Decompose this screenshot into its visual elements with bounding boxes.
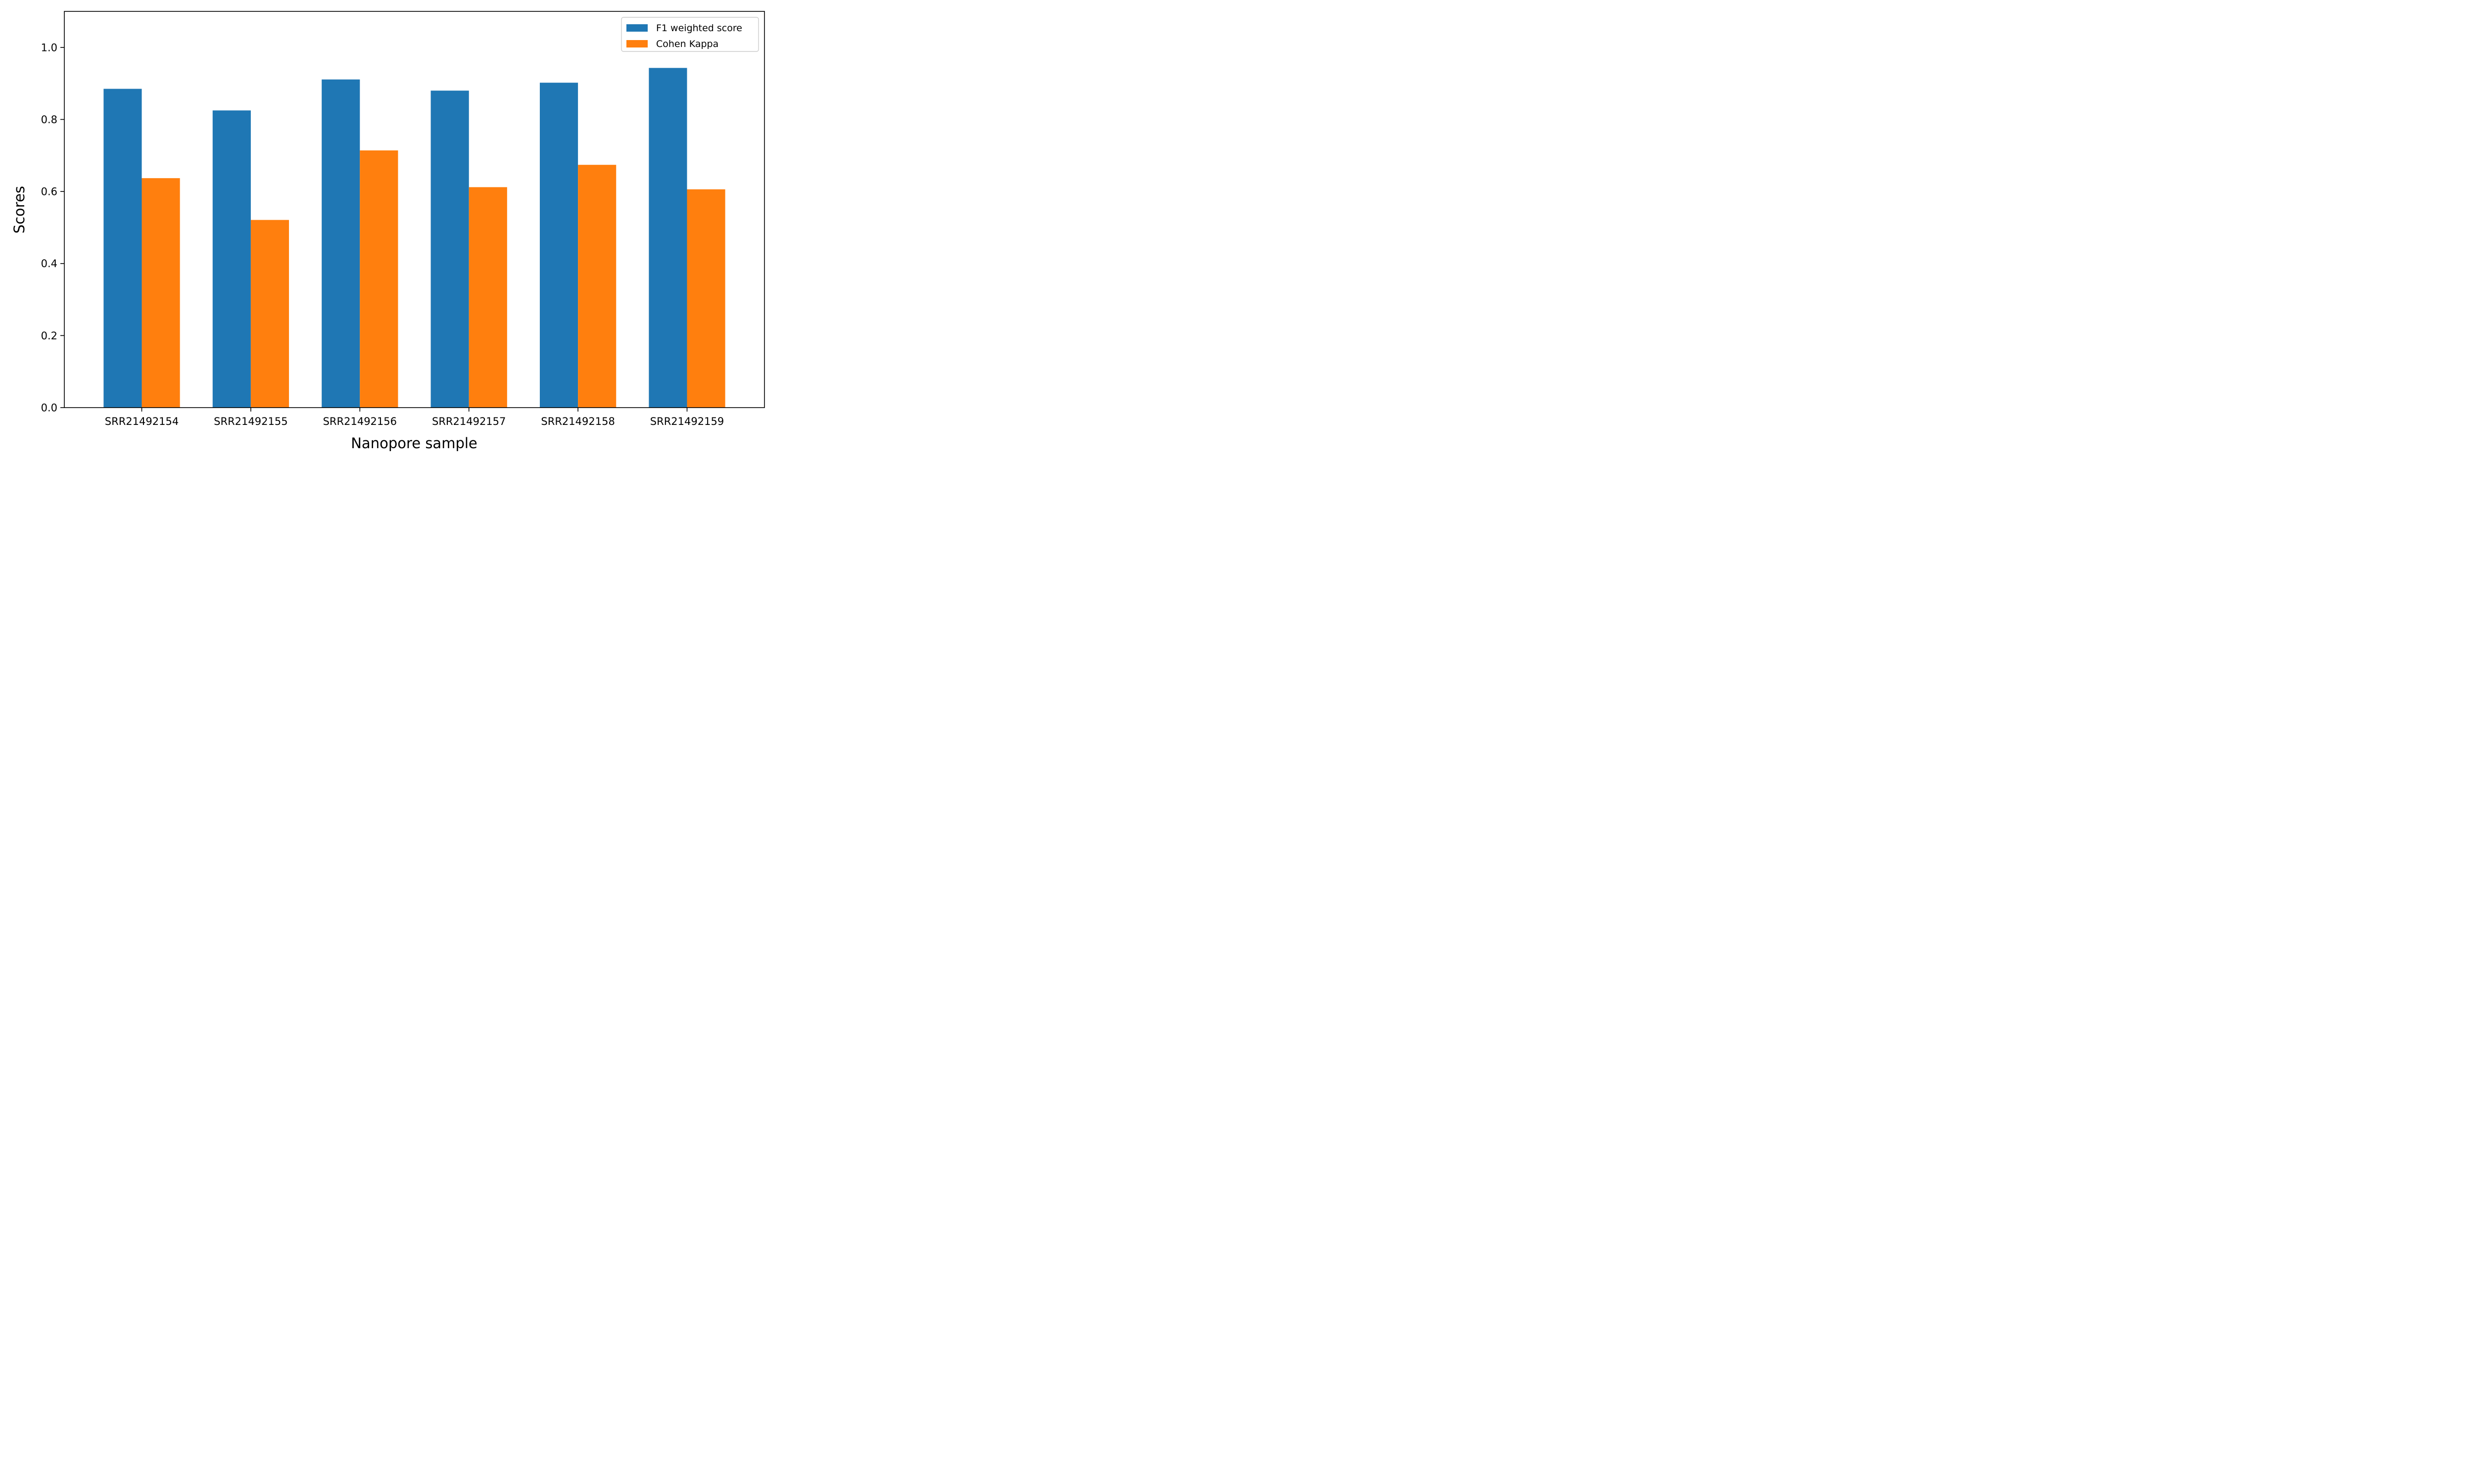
bar-series-1-SRR21492159 [649, 68, 687, 408]
bar-series-2-SRR21492158 [578, 165, 617, 408]
y-tick-label: 0.8 [41, 114, 57, 126]
bar-series-2-SRR21492154 [142, 178, 180, 408]
x-tick-label: SRR21492158 [541, 416, 615, 427]
y-tick-label: 1.0 [41, 42, 57, 53]
plot-frame [64, 11, 765, 408]
legend-label: Cohen Kappa [656, 39, 718, 49]
x-tick-label: SRR21492154 [105, 416, 179, 427]
bar-series-2-SRR21492156 [360, 150, 398, 408]
x-tick-label: SRR21492157 [432, 416, 506, 427]
bar-series-1-SRR21492154 [103, 89, 142, 408]
legend: F1 weighted score Cohen Kappa [621, 17, 759, 52]
bars-layer [103, 68, 725, 408]
legend-swatch [626, 40, 648, 47]
y-tick-label: 0.2 [41, 330, 57, 342]
bar-series-2-SRR21492157 [469, 187, 507, 408]
bar-series-1-SRR21492155 [212, 110, 251, 408]
legend-box [621, 17, 759, 52]
bar-series-1-SRR21492158 [539, 83, 578, 408]
bar-series-1-SRR21492157 [430, 91, 469, 408]
y-tick-label: 0.6 [41, 186, 57, 198]
y-axis: 0.0 0.2 0.4 0.6 0.8 1.0 [41, 42, 64, 414]
x-axis: SRR21492154 SRR21492155 SRR21492156 SRR2149… [105, 408, 724, 427]
legend-label: F1 weighted score [656, 23, 742, 34]
legend-swatch [626, 24, 648, 32]
y-tick-label: 0.0 [41, 402, 57, 414]
y-axis-title: Scores [11, 186, 28, 233]
x-tick-label: SRR21492159 [650, 416, 724, 427]
y-tick-label: 0.4 [41, 258, 57, 270]
bar-chart: 0.00.20.40.60.81.0 SRR21492154 SRR2149215… [0, 0, 775, 465]
x-axis-title: Nanopore sample [351, 435, 477, 452]
bar-series-2-SRR21492155 [250, 220, 289, 408]
x-tick-label: SRR21492155 [214, 416, 287, 427]
x-tick-label: SRR21492156 [323, 416, 397, 427]
bar-series-2-SRR21492159 [687, 189, 725, 408]
bar-series-1-SRR21492156 [322, 79, 360, 408]
